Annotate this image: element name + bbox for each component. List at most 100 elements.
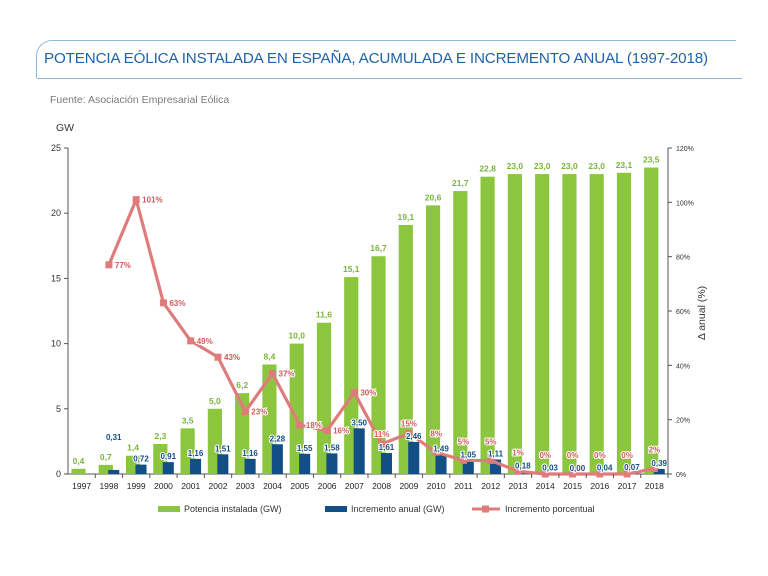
legend-swatch-installed: [158, 506, 180, 512]
y-tick-label: 10: [51, 339, 61, 349]
label-installed-2016: 23,0: [588, 161, 605, 171]
x-tick-label: 2002: [209, 481, 228, 491]
label-percent-2007: 30%: [360, 389, 376, 398]
percent-marker-2003: [241, 408, 249, 416]
x-tick-label: 2013: [509, 481, 528, 491]
value-labels: 0,4 0,7 1,4 2,3 3,5 5,0 6,2 8,4 10,0 11,6 15,1 16,7…: [73, 155, 669, 474]
x-tick-label: 2018: [645, 481, 664, 491]
chart-source: Fuente: Asociación Empresarial Eólica: [50, 94, 230, 106]
bar-installed-2018: [644, 167, 659, 474]
label-annual-2001: 1,16: [188, 449, 204, 458]
label-annual-2018: 0,39: [651, 459, 667, 468]
percent-marker-2001: [187, 337, 195, 345]
label-annual-2014: 0,03: [542, 464, 558, 473]
x-tick-label: 2012: [481, 481, 500, 491]
y-axis-label: GW: [56, 122, 74, 134]
percent-marker-2005: [296, 421, 304, 429]
x-tick-label: 2006: [318, 481, 337, 491]
label-annual-2010: 1,49: [433, 445, 449, 454]
bar-installed-2012: [480, 176, 495, 475]
label-installed-2010: 20,6: [425, 192, 442, 202]
x-tick-label: 2005: [290, 481, 309, 491]
bar-annual-2018: [653, 468, 665, 474]
label-percent-2012: 5%: [485, 437, 497, 446]
percent-marker-2000: [159, 299, 167, 307]
label-percent-2009: 15%: [401, 419, 417, 428]
label-percent-2014: 0%: [539, 451, 551, 460]
percent-marker-2016: [596, 470, 604, 478]
y2-tick-label: 40%: [676, 363, 690, 370]
label-percent-2016: 0%: [594, 451, 606, 460]
label-installed-2013: 23,0: [507, 161, 524, 171]
label-annual-2000: 0,91: [160, 452, 176, 461]
bar-annual-1999: [135, 464, 147, 474]
bar-annual-2004: [271, 444, 283, 474]
label-installed-2011: 21,7: [452, 178, 469, 188]
percent-marker-2011: [459, 456, 467, 464]
label-installed-1998: 0,7: [100, 452, 112, 462]
bar-installed-2010: [425, 205, 441, 474]
label-annual-2002: 1,51: [215, 444, 231, 453]
x-tick-label: 2016: [590, 481, 609, 491]
label-installed-1999: 1,4: [127, 443, 139, 453]
bar-installed-2014: [535, 174, 550, 474]
label-annual-2012: 1,11: [488, 450, 504, 459]
bar-annual-2009: [408, 441, 420, 474]
bar-installed-1997: [71, 468, 86, 474]
label-percent-2000: 63%: [169, 299, 185, 308]
label-annual-2011: 1,05: [460, 450, 476, 459]
x-tick-label: 2003: [236, 481, 255, 491]
legend: Potencia instalada (GW) Incremento anual …: [158, 504, 595, 514]
label-percent-2006: 16%: [333, 427, 349, 436]
x-tick-label: 2011: [454, 481, 473, 491]
label-percent-2003: 23%: [251, 408, 267, 417]
label-annual-2003: 1,16: [242, 449, 258, 458]
label-installed-2008: 16,7: [370, 243, 387, 253]
bar-annual-2012: [490, 459, 502, 474]
label-annual-2004: 2,28: [270, 434, 286, 443]
bar-installed-2008: [371, 256, 386, 474]
y2-tick-label: 80%: [676, 255, 690, 262]
y2-ticks: 0% 20% 40% 60% 80% 100% 120%: [668, 146, 694, 479]
percent-marker-2017: [623, 470, 631, 478]
x-tick-label: 1999: [127, 481, 146, 491]
x-tick-label: 2000: [154, 481, 173, 491]
label-annual-2008: 1,61: [379, 443, 395, 452]
label-percent-2011: 5%: [458, 437, 470, 446]
bar-annual-2007: [353, 428, 365, 474]
y2-tick-label: 0%: [676, 472, 686, 479]
bar-annual-2002: [217, 454, 229, 474]
bar-installed-2007: [344, 277, 359, 474]
label-percent-2015: 0%: [567, 451, 579, 460]
bar-annual-2008: [380, 453, 392, 474]
label-installed-2001: 3,5: [182, 415, 194, 425]
chart-title: POTENCIA EÓLICA INSTALADA EN ESPAÑA, ACU…: [44, 50, 708, 67]
x-tick-label: 2009: [399, 481, 418, 491]
y2-tick-label: 100%: [676, 200, 694, 207]
series-annual: [108, 428, 665, 474]
percent-marker-2004: [269, 369, 277, 377]
label-percent-2002: 43%: [224, 353, 240, 362]
label-installed-2003: 6,2: [236, 380, 248, 390]
label-percent-2018: 2%: [649, 446, 661, 455]
label-annual-1998: 0,31: [106, 433, 122, 442]
label-percent-2010: 8%: [430, 429, 442, 438]
legend-label-percent: Incremento porcentual: [505, 504, 595, 514]
legend-label-installed: Potencia instalada (GW): [184, 504, 282, 514]
bar-installed-2017: [616, 172, 632, 474]
label-percent-2001: 49%: [197, 337, 213, 346]
label-installed-2018: 23,5: [643, 155, 660, 165]
bar-annual-2003: [244, 458, 256, 474]
label-percent-1999: 101%: [142, 196, 162, 205]
title-frame: [36, 40, 742, 79]
bar-annual-2011: [462, 460, 474, 474]
label-installed-2002: 5,0: [209, 396, 221, 406]
x-tick-label: 2017: [618, 481, 637, 491]
y2-tick-label: 120%: [676, 146, 694, 153]
bar-annual-2005: [299, 453, 311, 474]
x-tick-label: 1997: [72, 481, 91, 491]
label-annual-1999: 0,72: [133, 455, 149, 464]
percent-marker-2015: [569, 470, 577, 478]
bar-annual-2006: [326, 453, 338, 474]
